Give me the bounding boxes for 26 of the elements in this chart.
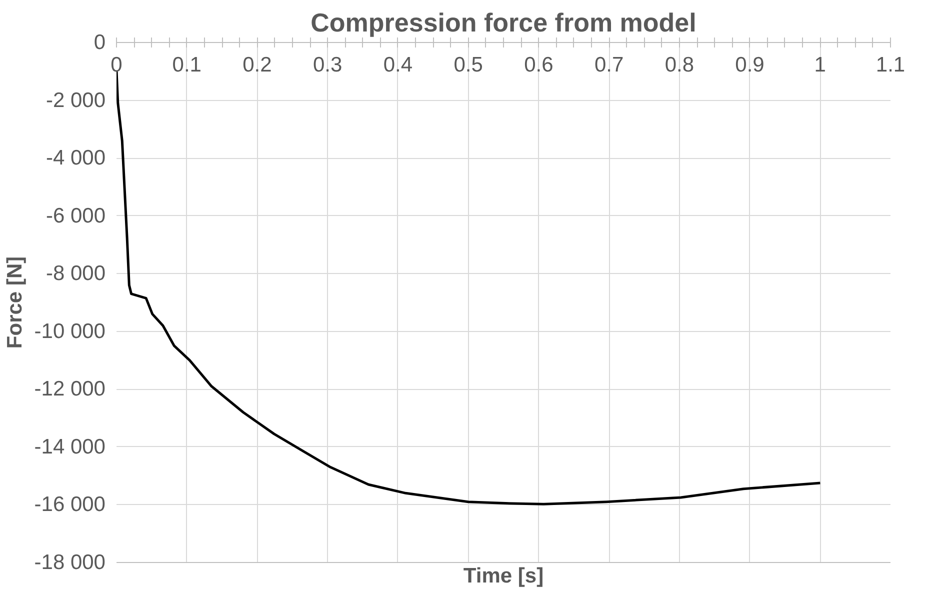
y-tick-label: -14 000 [34, 435, 106, 458]
y-axis-title: Force [N] [3, 256, 26, 349]
x-tick-label: 0.3 [312, 54, 342, 76]
y-tick-label: -10 000 [34, 320, 106, 343]
x-tick-label: 0.1 [172, 54, 202, 76]
y-tick-label: 0 [94, 31, 106, 54]
x-tick-label: 1.1 [876, 54, 906, 76]
x-tick-label: 0.8 [664, 54, 694, 76]
y-tick-label: -16 000 [34, 493, 106, 516]
x-tick-label: 0 [110, 54, 122, 76]
x-axis-title: Time [s] [463, 564, 544, 588]
y-tick-label: -2 000 [46, 88, 106, 112]
x-tick-label: 1 [814, 54, 826, 76]
x-tick-label: 0.4 [383, 54, 413, 76]
y-tick-label: -12 000 [34, 378, 106, 401]
x-tick-label: 0.2 [242, 54, 272, 76]
line-series [116, 70, 822, 506]
x-tick-label: 0.5 [454, 54, 483, 76]
x-tick-label: 0.7 [594, 54, 624, 76]
y-tick-label: -8 000 [46, 262, 106, 286]
x-tick-label: 0.6 [524, 54, 554, 76]
x-tick-label: 0.9 [735, 54, 764, 76]
chart-title: Compression force from model [310, 8, 696, 38]
y-tick-label: -6 000 [46, 204, 106, 228]
y-tick-label: -18 000 [34, 551, 106, 574]
y-tick-label: -4 000 [46, 146, 106, 170]
